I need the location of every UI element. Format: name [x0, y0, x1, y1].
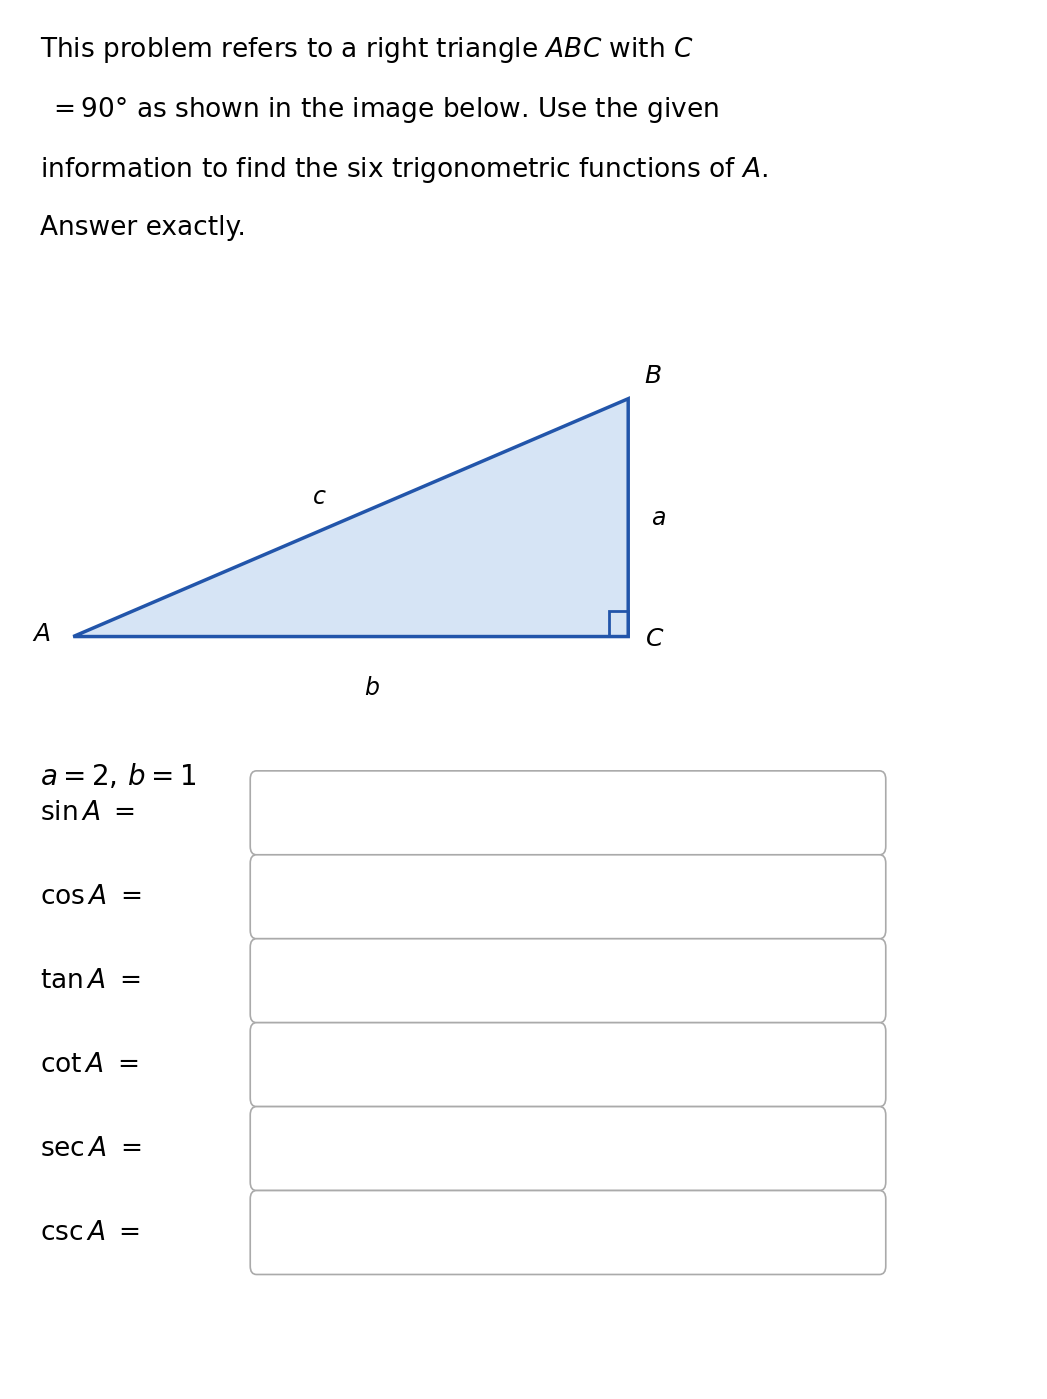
- Text: $\it{A}$: $\it{A}$: [31, 621, 50, 646]
- Text: $\cos A\ =$: $\cos A\ =$: [40, 884, 141, 909]
- Text: $\sec A\ =$: $\sec A\ =$: [40, 1136, 141, 1161]
- FancyBboxPatch shape: [250, 771, 886, 855]
- FancyBboxPatch shape: [250, 1191, 886, 1274]
- Text: $\tan A\ =$: $\tan A\ =$: [40, 968, 140, 993]
- Text: $\it{a}$: $\it{a}$: [651, 505, 666, 530]
- Text: $\csc A\ =$: $\csc A\ =$: [40, 1220, 140, 1245]
- Text: $\cot A\ =$: $\cot A\ =$: [40, 1052, 138, 1077]
- Text: $\it{B}$: $\it{B}$: [644, 364, 662, 388]
- Text: information to find the six trigonometric functions of $\it{A}$.: information to find the six trigonometri…: [40, 155, 767, 185]
- Text: $\it{c}$: $\it{c}$: [312, 484, 327, 509]
- FancyBboxPatch shape: [250, 1023, 886, 1107]
- Text: $\it{C}$: $\it{C}$: [645, 627, 665, 652]
- FancyBboxPatch shape: [250, 855, 886, 939]
- Text: $\,\,=90°$ as shown in the image below. Use the given: $\,\,=90°$ as shown in the image below. …: [40, 95, 718, 125]
- Text: $\sin A\ =$: $\sin A\ =$: [40, 800, 135, 825]
- Text: Answer exactly.: Answer exactly.: [40, 215, 246, 242]
- Text: This problem refers to a right triangle $\it{ABC}$ with $\it{C}$: This problem refers to a right triangle …: [40, 35, 693, 64]
- FancyBboxPatch shape: [250, 939, 886, 1023]
- Text: $\mathbf{\it{b}}$: $\mathbf{\it{b}}$: [363, 676, 380, 700]
- Polygon shape: [73, 399, 628, 637]
- Text: $a = 2,\, b = 1$: $a = 2,\, b = 1$: [40, 762, 196, 792]
- FancyBboxPatch shape: [250, 1107, 886, 1191]
